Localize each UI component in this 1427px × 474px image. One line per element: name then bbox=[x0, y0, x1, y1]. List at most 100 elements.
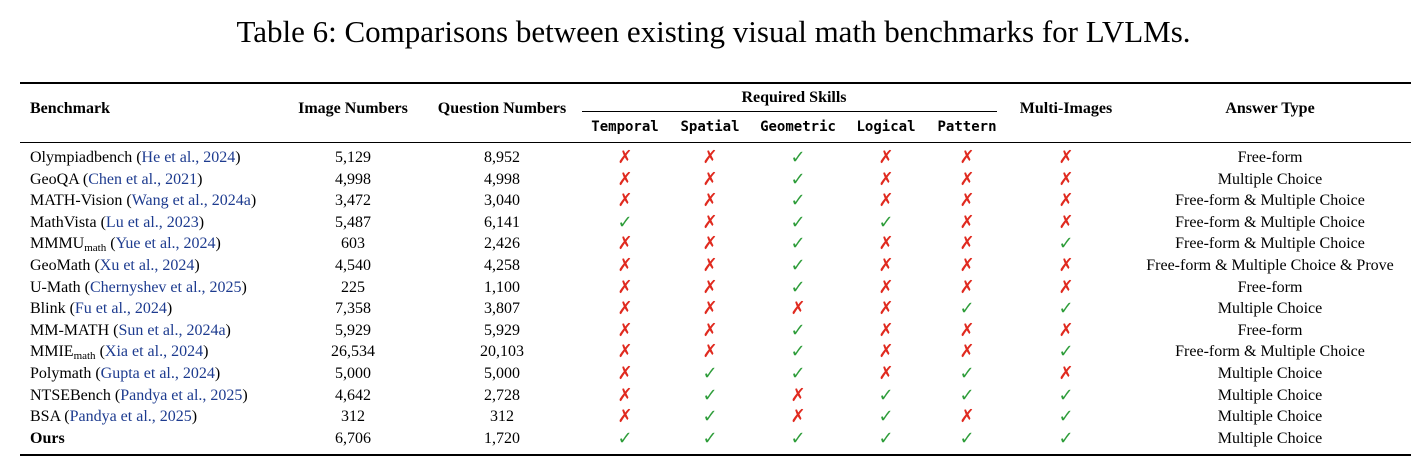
cross-mark-logical: ✗ bbox=[878, 276, 894, 298]
cross-mark-temporal: ✗ bbox=[617, 298, 633, 320]
check-mark-multi-images: ✓ bbox=[1058, 298, 1074, 320]
citation-link[interactable]: Chen et al., 2021 bbox=[88, 170, 198, 188]
benchmark-name: MathVista bbox=[30, 213, 97, 231]
citation-link[interactable]: Xu et al., 2024 bbox=[99, 257, 195, 274]
cross-mark-multi-images: ✗ bbox=[1058, 168, 1074, 190]
cross-mark-geometric: ✗ bbox=[790, 384, 806, 406]
image-numbers-cell: 603 bbox=[341, 235, 365, 253]
benchmark-cell: GeoQA (Chen et al., 2021) bbox=[30, 170, 203, 188]
cross-mark-pattern: ✗ bbox=[959, 406, 975, 428]
check-mark-geometric: ✓ bbox=[790, 341, 806, 363]
benchmark-cell: MathVista (Lu et al., 2023) bbox=[30, 213, 205, 231]
cross-mark-logical: ✗ bbox=[878, 255, 894, 276]
citation-link[interactable]: Chernyshev et al., 2025 bbox=[89, 278, 242, 296]
image-numbers-cell: 26,534 bbox=[331, 343, 375, 361]
benchmark-name: NTSEBench bbox=[30, 386, 111, 404]
citation-link[interactable]: Xia et al., 2024 bbox=[104, 343, 204, 361]
citation-link[interactable]: He et al., 2024 bbox=[141, 149, 236, 166]
benchmark-cell: U-Math (Chernyshev et al., 2025) bbox=[30, 278, 247, 296]
header-required-skills: Required Skills bbox=[741, 89, 847, 106]
cross-mark-temporal: ✗ bbox=[617, 147, 633, 168]
answer-type-cell: Free-form bbox=[1237, 278, 1303, 296]
header-skill-logical: Logical bbox=[856, 119, 916, 135]
answer-type-cell: Multiple Choice bbox=[1217, 170, 1323, 188]
question-numbers-cell: 6,141 bbox=[484, 213, 520, 231]
citation-link[interactable]: Fu et al., 2024 bbox=[74, 300, 167, 318]
cross-mark-logical: ✗ bbox=[878, 168, 894, 190]
check-mark-pattern: ✓ bbox=[959, 384, 975, 406]
cross-mark-temporal: ✗ bbox=[617, 319, 633, 341]
cross-mark-spatial: ✗ bbox=[702, 190, 718, 212]
benchmark-name: U-Math bbox=[30, 278, 81, 296]
header-answer-type: Answer Type bbox=[1225, 100, 1315, 117]
check-mark-geometric: ✓ bbox=[790, 276, 806, 298]
check-mark-logical: ✓ bbox=[878, 384, 894, 406]
citation-link[interactable]: Sun et al., 2024a bbox=[118, 321, 226, 339]
cross-mark-spatial: ✗ bbox=[702, 341, 718, 363]
benchmark-name: Ours bbox=[30, 429, 65, 447]
cross-mark-pattern: ✗ bbox=[959, 233, 975, 255]
check-mark-geometric: ✓ bbox=[790, 319, 806, 341]
benchmark-subscript: math bbox=[84, 242, 107, 255]
benchmark-cell: GeoMath (Xu et al., 2024) bbox=[30, 257, 200, 274]
benchmark-subscript: math bbox=[73, 350, 96, 363]
cross-mark-multi-images: ✗ bbox=[1058, 319, 1074, 341]
cross-mark-spatial: ✗ bbox=[702, 168, 718, 190]
table-row: MATH-Vision (Wang et al., 2024a) 3,472 3,0… bbox=[0, 191, 1427, 213]
check-mark-multi-images: ✓ bbox=[1058, 341, 1074, 363]
table-row: GeoMath (Xu et al., 2024) 4,540 4,258 ✗ ✗ ✓ ✗ ✗… bbox=[0, 256, 1427, 278]
citation-link[interactable]: Gupta et al., 2024 bbox=[100, 365, 215, 382]
benchmark-cell: NTSEBench (Pandya et al., 2025) bbox=[30, 386, 248, 404]
image-numbers-cell: 5,929 bbox=[335, 321, 371, 339]
image-numbers-cell: 3,472 bbox=[335, 192, 371, 210]
table-row: U-Math (Chernyshev et al., 2025) 225 1,100… bbox=[0, 276, 1427, 300]
question-numbers-cell: 8,952 bbox=[484, 149, 520, 166]
cross-mark-temporal: ✗ bbox=[617, 406, 633, 428]
image-numbers-cell: 225 bbox=[341, 278, 365, 296]
benchmark-name: GeoQA bbox=[30, 170, 79, 188]
table-row: MathVista (Lu et al., 2023) 5,487 6,141 ✓ ✗ ✓… bbox=[0, 211, 1427, 235]
check-mark-spatial: ✓ bbox=[702, 406, 718, 428]
answer-type-cell: Free-form & Multiple Choice bbox=[1175, 343, 1365, 361]
check-mark-geometric: ✓ bbox=[790, 211, 806, 233]
cross-mark-pattern: ✗ bbox=[959, 211, 975, 233]
benchmark-name: GeoMath bbox=[30, 257, 91, 274]
cross-mark-temporal: ✗ bbox=[617, 233, 633, 255]
cross-mark-spatial: ✗ bbox=[702, 319, 718, 341]
check-mark-logical: ✓ bbox=[878, 406, 894, 428]
table-row: Blink (Fu et al., 2024) 7,358 3,807 ✗ ✗ ✗ ✗ ✓ ✓ M… bbox=[0, 299, 1427, 321]
cross-mark-temporal: ✗ bbox=[617, 276, 633, 298]
benchmark-name: BSA bbox=[30, 408, 61, 426]
check-mark-spatial: ✓ bbox=[702, 363, 718, 384]
image-numbers-cell: 5,487 bbox=[335, 213, 371, 231]
benchmark-name: MMIE bbox=[30, 343, 74, 361]
cross-mark-temporal: ✗ bbox=[617, 363, 633, 384]
cross-mark-logical: ✗ bbox=[878, 298, 894, 320]
citation-link[interactable]: Pandya et al., 2025 bbox=[69, 408, 192, 426]
cross-mark-pattern: ✗ bbox=[959, 319, 975, 341]
citation-link[interactable]: Wang et al., 2024a bbox=[131, 192, 251, 210]
bottom-rule bbox=[20, 454, 1411, 456]
benchmark-cell: Ours bbox=[30, 429, 65, 449]
cross-mark-temporal: ✗ bbox=[617, 384, 633, 406]
cross-mark-temporal: ✗ bbox=[617, 341, 633, 363]
cross-mark-logical: ✗ bbox=[878, 319, 894, 341]
image-numbers-cell: 5,129 bbox=[335, 149, 371, 166]
cross-mark-pattern: ✗ bbox=[959, 168, 975, 190]
citation-link[interactable]: Yue et al., 2024 bbox=[115, 235, 216, 253]
cross-mark-spatial: ✗ bbox=[702, 147, 718, 168]
cross-mark-multi-images: ✗ bbox=[1058, 255, 1074, 276]
cross-mark-multi-images: ✗ bbox=[1058, 190, 1074, 212]
benchmark-name: Polymath bbox=[30, 365, 92, 382]
answer-type-cell: Multiple Choice bbox=[1217, 365, 1323, 382]
citation-link[interactable]: Pandya et al., 2025 bbox=[120, 386, 243, 404]
benchmark-name: Blink bbox=[30, 300, 66, 318]
table-row: MMIEmath (Xia et al., 2024) 26,534 20,103 ✗… bbox=[0, 342, 1427, 364]
cross-mark-logical: ✗ bbox=[878, 233, 894, 255]
question-numbers-cell: 20,103 bbox=[480, 343, 524, 361]
cross-mark-temporal: ✗ bbox=[617, 255, 633, 276]
header-rule bbox=[20, 142, 1411, 143]
citation-link[interactable]: Lu et al., 2023 bbox=[105, 213, 199, 231]
cross-mark-multi-images: ✗ bbox=[1058, 276, 1074, 298]
check-mark-spatial: ✓ bbox=[702, 427, 718, 449]
